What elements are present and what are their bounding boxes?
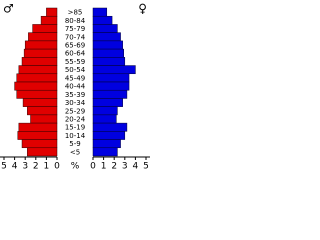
bar-male	[21, 139, 58, 149]
bar-female	[92, 147, 118, 157]
age-label: 30-34	[65, 99, 86, 107]
bar-male	[17, 131, 58, 140]
bar-male	[40, 15, 58, 25]
age-label: 45-49	[65, 74, 85, 82]
age-label: 80-84	[65, 17, 86, 25]
legend-male: ♂	[3, 2, 14, 16]
age-label: 35-39	[65, 91, 85, 99]
x-tick-label: 1	[101, 162, 107, 172]
bar-female	[92, 106, 118, 116]
x-tick-label: 0	[90, 162, 96, 172]
x-tick-label: 2	[33, 162, 39, 172]
bar-male	[28, 32, 58, 42]
age-label: <5	[70, 148, 80, 156]
age-label: >85	[68, 9, 83, 17]
bar-male	[21, 57, 58, 66]
age-label: 20-24	[65, 116, 86, 124]
x-tick-label: 3	[122, 162, 128, 172]
x-tick-label: 3	[22, 162, 28, 172]
age-label: 15-19	[65, 124, 85, 132]
bar-male	[23, 48, 58, 58]
age-label: 25-29	[65, 107, 85, 115]
bar-female	[92, 122, 128, 132]
x-tick-label: 5	[1, 162, 7, 172]
x-axis-label: %	[71, 162, 80, 172]
bar-female	[92, 131, 126, 140]
age-label: 10-14	[65, 132, 86, 140]
bar-female	[92, 48, 124, 58]
bar-female	[92, 32, 121, 42]
bar-male	[27, 147, 58, 157]
x-tick-label: 5	[143, 162, 149, 172]
bar-male	[30, 114, 58, 124]
age-label: 5-9	[69, 140, 80, 148]
bar-female	[92, 65, 136, 75]
bar-female	[92, 98, 123, 107]
bar-male	[14, 81, 58, 91]
age-label: 75-79	[65, 25, 85, 33]
age-label: 55-59	[65, 58, 85, 66]
bar-female	[92, 81, 130, 91]
x-tick-label: 2	[111, 162, 117, 172]
age-label: 50-54	[65, 66, 86, 74]
age-label: 40-44	[65, 83, 86, 91]
bar-female	[92, 73, 130, 83]
bar-male	[18, 122, 58, 132]
bar-male	[46, 7, 58, 17]
bar-female	[92, 114, 117, 124]
x-tick-label: 0	[54, 162, 60, 172]
legend-female: ♀	[138, 2, 147, 16]
age-label: 70-74	[65, 33, 86, 41]
bar-female	[92, 24, 118, 33]
bar-male	[18, 65, 58, 75]
x-tick-label: 4	[12, 162, 18, 172]
bar-male	[24, 40, 58, 50]
chart: ♂ ♀ >8580-8475-7970-7465-6960-6455-5950-54…	[0, 2, 150, 172]
bar-female	[92, 40, 123, 50]
bar-female	[92, 139, 121, 149]
bar-female	[92, 15, 113, 25]
x-tick-label: 4	[133, 162, 139, 172]
bar-male	[27, 106, 58, 116]
bar-male	[16, 73, 58, 83]
bar-female	[92, 89, 128, 99]
bar-female	[92, 57, 126, 66]
x-tick-label: 1	[44, 162, 50, 172]
age-label: 60-64	[65, 50, 86, 58]
bar-female	[92, 7, 108, 17]
bar-male	[22, 98, 58, 107]
bar-male	[32, 24, 58, 33]
bar-male	[16, 89, 58, 99]
age-label: 65-69	[65, 42, 85, 50]
